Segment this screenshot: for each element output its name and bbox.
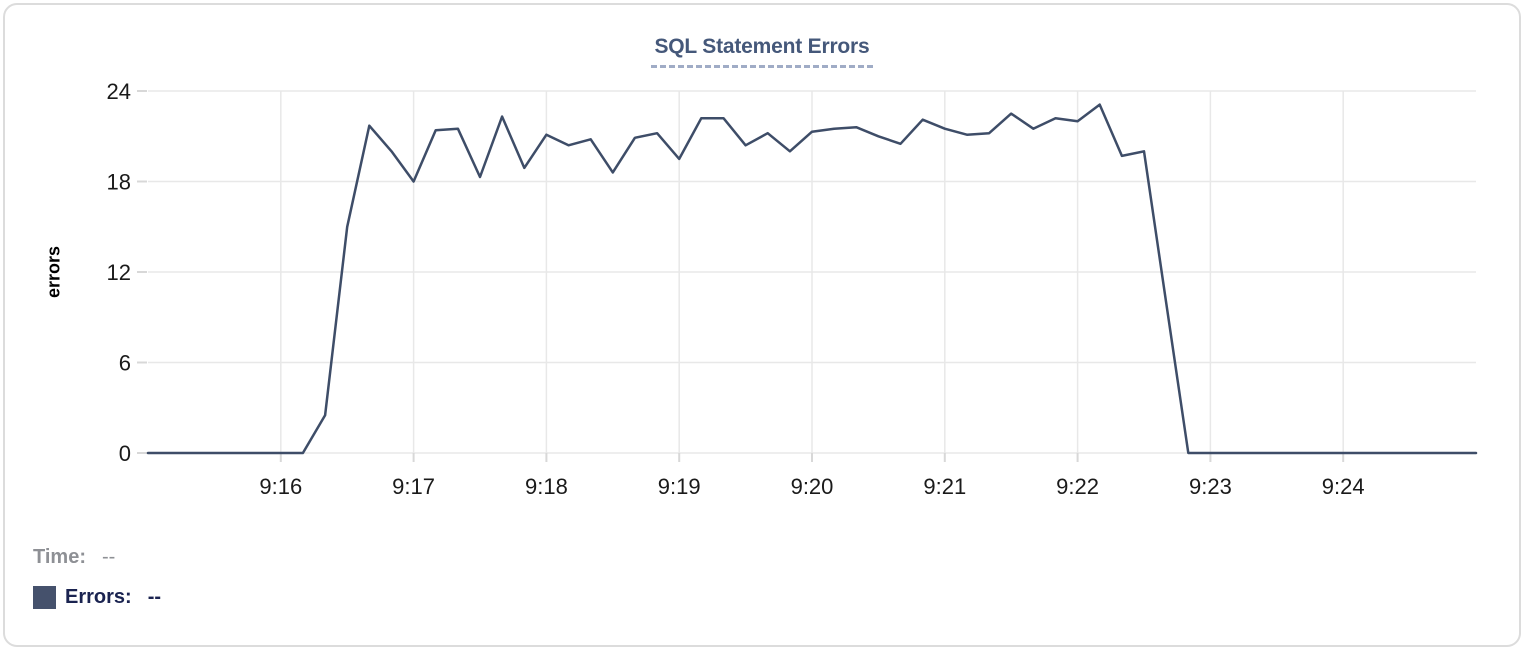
y-tick-label: 0: [119, 441, 131, 466]
y-tick-label: 6: [119, 351, 131, 376]
y-tick-label: 24: [107, 79, 131, 104]
time-label: Time:: [33, 546, 86, 568]
errors-swatch-icon: [33, 586, 56, 609]
chart-title[interactable]: SQL Statement Errors: [651, 35, 873, 68]
y-tick-label: 18: [107, 170, 131, 195]
errors-label: Errors:: [65, 586, 132, 608]
errors-chart[interactable]: 0 6 12 18 24 9:16 9:17 9:18 9:19 9:20 9:21 9:22 9:23…: [5, 5, 1528, 525]
x-tick-label: 9:23: [1189, 474, 1232, 499]
legend-row-errors[interactable]: Errors: --: [33, 586, 161, 609]
x-tick-label: 9:17: [392, 474, 435, 499]
chart-header: SQL Statement Errors: [5, 35, 1519, 68]
x-tick-label: 9:22: [1056, 474, 1099, 499]
errors-value: --: [147, 586, 162, 608]
x-tick-label: 9:21: [923, 474, 966, 499]
series-line-errors[interactable]: [146, 103, 1478, 455]
x-tick-label: 9:19: [658, 474, 701, 499]
chart-card: SQL Statement Errors errors 0 6 12 18 24 9:16…: [3, 3, 1521, 647]
x-tick-label: 9:18: [525, 474, 568, 499]
x-tick-label: 9:16: [259, 474, 302, 499]
plot-area[interactable]: [148, 91, 1476, 453]
x-tick-label: 9:20: [791, 474, 834, 499]
y-tick-label: 12: [107, 260, 131, 285]
x-tick-label: 9:24: [1322, 474, 1365, 499]
time-value: --: [101, 546, 116, 568]
legend-row-time: Time: --: [33, 546, 115, 569]
